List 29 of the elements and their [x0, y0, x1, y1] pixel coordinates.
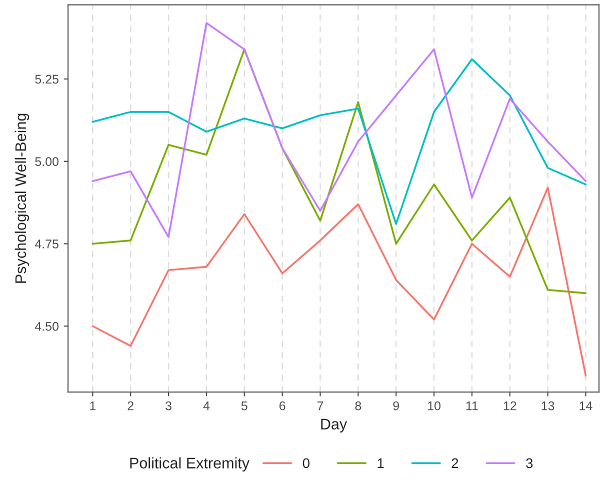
x-tick-label: 7 — [317, 402, 324, 410]
x-tick-label: 5 — [241, 402, 248, 410]
legend-label: 3 — [526, 458, 533, 468]
line-series — [92, 48, 587, 294]
line-series — [92, 58, 587, 225]
x-tick-label: 8 — [355, 401, 362, 410]
x-tick-label: 12 — [504, 401, 516, 410]
y-tick-label: 5.25 — [35, 74, 58, 84]
x-tick-label: 10 — [428, 401, 440, 410]
x-tick-label: 11 — [466, 402, 478, 410]
y-tick-label: 5.00 — [35, 157, 59, 166]
x-tick-label: 3 — [166, 401, 172, 410]
x-tick-label: 13 — [542, 401, 554, 410]
x-tick-label: 14 — [580, 402, 592, 410]
legend-label: 2 — [452, 458, 458, 468]
line-series — [92, 186, 587, 376]
y-tick-label: 4.75 — [34, 240, 58, 248]
x-tick-label: 9 — [393, 401, 399, 410]
x-tick-label: 6 — [279, 401, 286, 410]
line-series — [92, 22, 587, 238]
x-tick-label: 2 — [128, 401, 134, 410]
legend-label: 1 — [378, 458, 384, 468]
y-axis-title: Psychological Well-Being — [14, 114, 30, 283]
x-tick-label: 1 — [90, 402, 96, 410]
x-tick-label: 4 — [203, 402, 210, 410]
y-tick-label: 4.50 — [34, 322, 59, 331]
legend-title: Political Extremity — [130, 457, 250, 472]
legend-label: 0 — [302, 458, 310, 468]
x-axis-title: Day — [321, 418, 348, 433]
